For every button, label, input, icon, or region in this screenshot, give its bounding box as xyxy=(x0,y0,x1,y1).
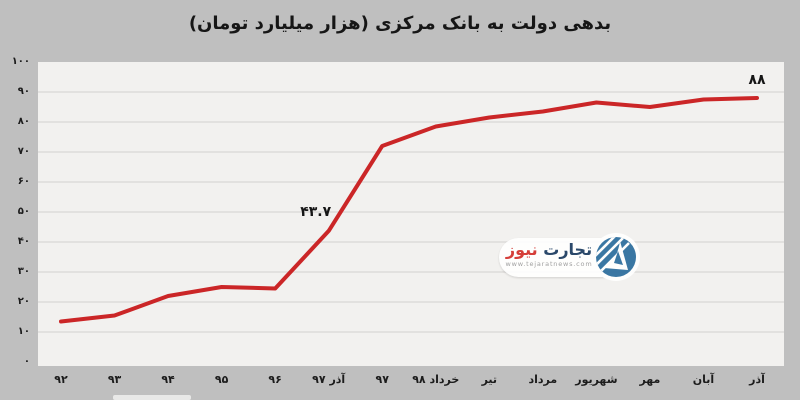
y-tick-label: ۴۰ xyxy=(17,236,30,247)
x-tick-label: ۹۷ xyxy=(375,373,389,386)
y-tick-label: ۷۰ xyxy=(17,146,30,157)
tejaratnews-watermark: تجارت نیوز www.tejaratnews.com xyxy=(497,230,643,284)
x-tick-label: شهریور xyxy=(575,373,618,386)
y-tick-label: ۸۰ xyxy=(17,116,30,127)
y-tick-label: ۹۰ xyxy=(17,86,30,97)
y-tick-label: ۳۰ xyxy=(17,266,30,277)
gridlines xyxy=(38,91,784,333)
x-tick-label: ۹۲ xyxy=(54,373,68,386)
x-tick-label: ۹۶ xyxy=(268,373,282,386)
data-label: ۸۸ xyxy=(748,72,766,88)
x-tick-label: ۹۴ xyxy=(161,373,175,386)
chart-title: بدهی دولت به بانک مرکزی (هزار میلیارد تو… xyxy=(188,13,612,34)
plot-background xyxy=(38,62,784,366)
debt-line-series xyxy=(59,96,759,324)
x-tick-label: ۹۵ xyxy=(214,373,229,386)
y-tick-label: ۲۰ xyxy=(17,296,30,307)
y-tick-label: ۱۰ xyxy=(17,326,30,337)
x-tick-label: مرداد xyxy=(528,373,558,386)
tejaratnews-logo-icon xyxy=(592,233,640,281)
watermark-brand: تجارت نیوز xyxy=(503,240,595,259)
x-tick-label: ۹۳ xyxy=(107,373,122,386)
brand-word-news: نیوز xyxy=(505,240,538,259)
x-tick-label: آذر xyxy=(749,373,765,386)
y-tick-label: ۶۰ xyxy=(17,176,30,187)
y-tick-label: ۰ xyxy=(23,356,30,367)
x-tick-label: خرداد ۹۸ xyxy=(412,373,460,386)
y-tick-label: ۵۰ xyxy=(17,206,30,217)
bottom-edge-artifact xyxy=(113,395,191,400)
x-tick-label: مهر xyxy=(639,373,661,386)
x-tick-label: تیر xyxy=(481,373,498,386)
x-tick-label: آذر ۹۷ xyxy=(312,373,346,386)
brand-word-tejarat: تجارت xyxy=(543,240,593,259)
x-tick-label: آبان xyxy=(692,373,715,386)
y-tick-label: ۱۰۰ xyxy=(11,56,30,67)
data-label: ۴۳.۷ xyxy=(300,203,332,220)
watermark-url: www.tejaratnews.com xyxy=(505,260,593,268)
